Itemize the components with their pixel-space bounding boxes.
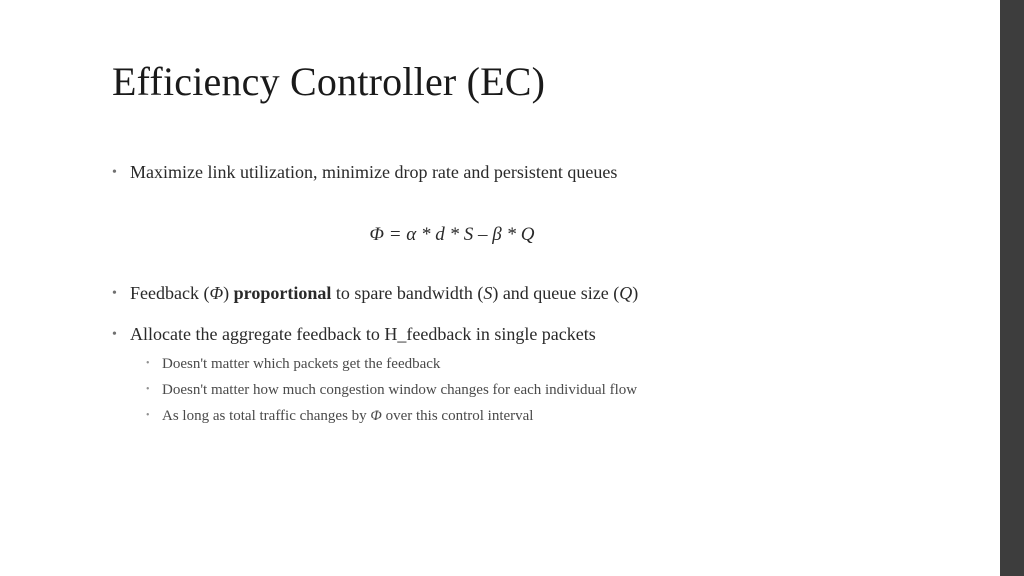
alpha-symbol: α <box>406 224 416 245</box>
sub-bullet-total-traffic: As long as total traffic changes by Φ ov… <box>140 404 1000 428</box>
bullet-list: Maximize link utilization, minimize drop… <box>112 159 1000 186</box>
phi-symbol: Φ <box>370 224 384 245</box>
side-stripe <box>1000 0 1024 576</box>
bullet-list-2: Feedback (Φ) proportional to spare bandw… <box>112 280 1000 428</box>
formula: Φ = α * d * S – β * Q <box>52 224 852 246</box>
slide-title: Efficiency Controller (EC) <box>112 58 1000 105</box>
bullet-allocate-text: Allocate the aggregate feedback to H_fee… <box>130 321 1000 348</box>
sub-bullet-packets: Doesn't matter which packets get the fee… <box>140 352 1000 376</box>
slide: Efficiency Controller (EC) Maximize link… <box>0 0 1000 576</box>
bold-proportional: proportional <box>234 283 332 303</box>
bullet-maximize: Maximize link utilization, minimize drop… <box>112 159 1000 186</box>
bullet-allocate: Allocate the aggregate feedback to H_fee… <box>112 321 1000 428</box>
beta-symbol: β <box>492 224 501 245</box>
bullet-feedback: Feedback (Φ) proportional to spare bandw… <box>112 280 1000 307</box>
sub-bullet-list: Doesn't matter which packets get the fee… <box>130 352 1000 428</box>
sub-bullet-congestion: Doesn't matter how much congestion windo… <box>140 378 1000 402</box>
